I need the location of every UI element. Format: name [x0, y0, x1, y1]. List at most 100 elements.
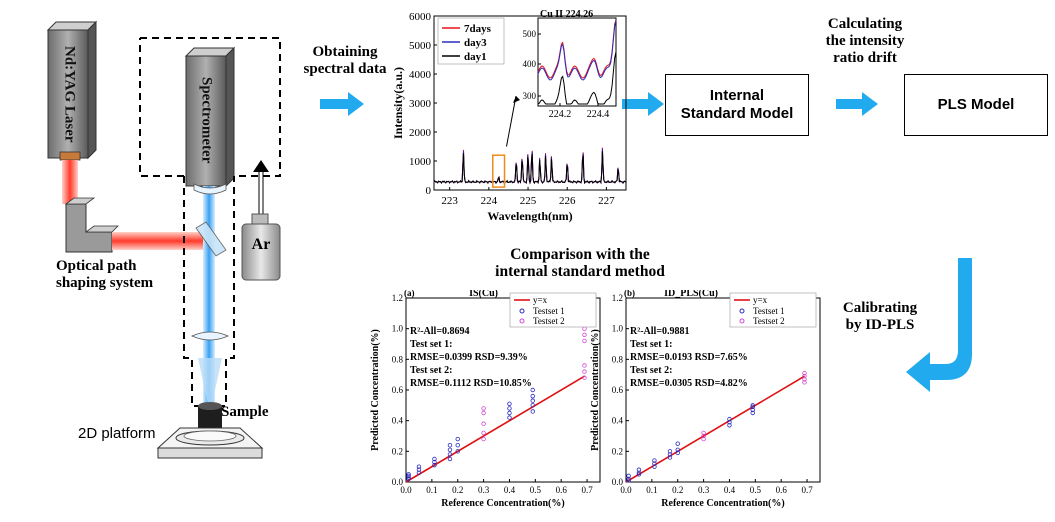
- optical-path-line1: Optical path: [56, 258, 137, 274]
- spectrum-ytick-label: 0: [426, 185, 432, 197]
- laser-beam-vertical: [62, 160, 78, 204]
- scatter-point: [455, 436, 460, 442]
- scatter-point: [447, 456, 453, 462]
- scatter-annotation: R²-All=0.8694: [410, 326, 470, 337]
- scatter-ytick-label: 0.2: [612, 446, 623, 456]
- scatter-ytick-label: 0.0: [612, 477, 624, 487]
- scatter-point: [675, 441, 680, 446]
- scatter-point: [701, 436, 706, 442]
- scatter-point: [727, 416, 732, 422]
- scatter-ytick-label: 1.0: [392, 324, 404, 334]
- scatter-xtick-label: 0.5: [530, 485, 542, 495]
- scatter-point: [675, 450, 680, 456]
- scatter-annotation: Test set 2:: [630, 365, 672, 376]
- scatter-point: [652, 464, 657, 469]
- arrow-to-pls-model: [836, 92, 878, 116]
- two-d-platform: [156, 427, 264, 459]
- inset-xtick-label: 224.4: [587, 109, 610, 120]
- scatter-point: [447, 442, 453, 448]
- scatter-point: [481, 421, 486, 426]
- spectrum-xtick-label: 225: [520, 195, 537, 207]
- spectrometer-enclosure: [139, 37, 281, 177]
- scatter-point: [530, 393, 535, 399]
- scatter-xtick-label: 0.1: [426, 485, 437, 495]
- scatter-xtick-label: 0.4: [504, 485, 516, 495]
- scatter-annotation: RMSE=0.0193 RSD=7.65%: [630, 352, 748, 363]
- scatter-point: [507, 401, 512, 406]
- scatter-point: [582, 369, 587, 374]
- inset-ytick-label: 400: [523, 59, 537, 69]
- spectrum-ytick-label: 6000: [409, 11, 432, 23]
- spectrum-xlabel: Wavelength(nm): [487, 209, 572, 223]
- scatter-legend-swatch-set2: [519, 318, 525, 324]
- scatter-point: [582, 338, 587, 344]
- scatter-point: [626, 478, 631, 483]
- scatter-legend-label: y=x: [533, 295, 548, 305]
- scatter-point: [455, 442, 460, 448]
- spectrum-legend: 7days day3 day1: [437, 17, 505, 65]
- spectrum-ytick-label: 5000: [409, 40, 432, 52]
- scatter-point: [406, 472, 411, 477]
- scatter-chart-idpls: 0.0 0.2 0.4 0.6 0.8 1.0 1.2 0.0 0.1 0.2 0.3 0.4 0.5 0…: [590, 290, 821, 509]
- obtaining-line2: spectral data: [303, 61, 387, 77]
- internal-model-line2: Standard Model: [680, 105, 794, 122]
- inset-ytick-label: 500: [523, 29, 537, 39]
- optical-path-mirror: [64, 197, 119, 253]
- calculating-label: Calculating the intensity ratio drift: [800, 16, 930, 67]
- scatter-point: [416, 467, 422, 472]
- scatter-legend-label: Testset 2: [533, 316, 565, 326]
- spectrum-legend-label: 7days: [464, 23, 492, 35]
- scatter-point: [530, 387, 535, 393]
- optical-path-label: Optical path shaping system: [56, 258, 186, 292]
- spectrum-ytick-label: 1000: [409, 156, 432, 168]
- comparison-label: Comparison with the internal standard me…: [430, 246, 730, 280]
- scatter-point: [406, 473, 411, 479]
- scatter-ytick-label: 0.4: [612, 416, 624, 426]
- scatter-legend-swatch-set1: [739, 308, 745, 314]
- scatter-ytick-label: 0.4: [392, 416, 404, 426]
- scatter-ylabel: Predicted Concentration(%): [370, 329, 381, 451]
- scatter-ytick-label: 0.2: [392, 446, 403, 456]
- scatter-point: [636, 472, 642, 477]
- scatter-xlabel: Reference Concentration(%): [661, 498, 784, 509]
- scatter-xtick-label: 0.7: [581, 485, 593, 495]
- upper-lens: [193, 183, 227, 195]
- scatter-point: [626, 473, 631, 479]
- inset-title: Cu II 224.26: [540, 9, 593, 20]
- scatter-legend-label: Testset 1: [753, 306, 785, 316]
- optical-path-line2: shaping system: [56, 275, 154, 291]
- sample-label: Sample: [221, 404, 269, 420]
- scatter-point: [802, 370, 807, 376]
- scatter-xtick-label: 0.2: [672, 485, 683, 495]
- comparison-line1: Comparison with the: [510, 246, 650, 263]
- scatter-xtick-label: 0.7: [801, 485, 813, 495]
- scatter-legend-swatch-set2: [739, 318, 745, 324]
- scatter-point: [626, 476, 631, 482]
- spectrum-ytick-label: 4000: [409, 69, 432, 81]
- scatter-point: [406, 476, 411, 482]
- internal-standard-model-box: Internal Standard Model: [665, 74, 809, 136]
- scatter-point: [432, 462, 437, 468]
- spectrum-xtick-label: 226: [559, 195, 576, 207]
- spectrometer-label: Spectrometer: [198, 76, 215, 164]
- scatter-ytick-label: 0.8: [392, 354, 404, 364]
- scatter-point: [667, 455, 673, 460]
- spectrum-ylabel: Intensity(a.u.): [392, 67, 405, 139]
- scatter-annotation: Test set 2:: [410, 365, 452, 376]
- scatter-annotation: Test set 1:: [630, 339, 672, 350]
- obtaining-line1: Obtaining: [312, 44, 378, 60]
- spectrum-xtick-label: 223: [441, 195, 458, 207]
- scatter-ytick-label: 1.2: [612, 293, 623, 303]
- scatter-point: [582, 363, 587, 368]
- spectrum-legend-label: day3: [464, 37, 487, 49]
- scatter-xtick-label: 0.0: [620, 485, 632, 495]
- scatter-point: [507, 415, 512, 420]
- focus-cone: [198, 358, 222, 404]
- scatter-xtick-label: 0.1: [646, 485, 657, 495]
- spectrum-legend-label: day1: [464, 51, 487, 63]
- scatter-point: [432, 456, 437, 462]
- scatter-point: [416, 470, 422, 475]
- calc-line3: ratio drift: [833, 50, 897, 66]
- scatter-legend-label: y=x: [753, 295, 768, 305]
